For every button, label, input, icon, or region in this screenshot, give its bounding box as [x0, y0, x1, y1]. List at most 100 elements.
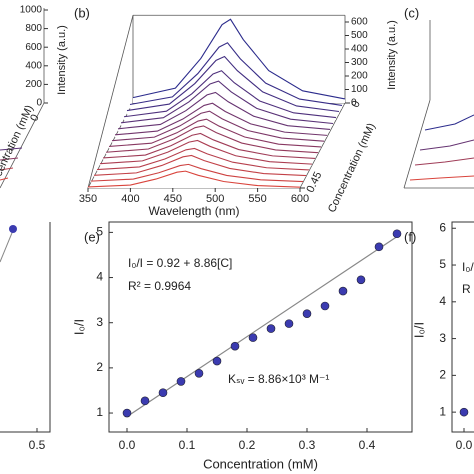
- data-point: [158, 388, 168, 398]
- data-point: [374, 242, 384, 252]
- x-tick-label: 0.4: [359, 438, 376, 452]
- axis-line: [299, 102, 346, 189]
- data-point: [459, 407, 469, 417]
- y-tick-label: 2: [96, 360, 103, 374]
- data-point: [392, 229, 402, 239]
- data-point: [266, 324, 276, 333]
- spectrum-line: [117, 91, 331, 130]
- axis-box: [451, 221, 474, 433]
- y-tick-label: 500: [351, 30, 368, 41]
- y-tick-label: 1: [439, 404, 446, 418]
- axis-line: [403, 99, 431, 189]
- panel-label: (e): [84, 229, 100, 244]
- curve-fragment: [0, 147, 23, 151]
- y-tick-label: 3: [439, 331, 446, 345]
- curve-fragment: [414, 157, 474, 166]
- annotation: Kₛᵥ = 8.86×10³ M⁻¹: [228, 372, 329, 386]
- y-tick-label: 0: [36, 98, 42, 109]
- x-tick-label: 0.2: [239, 438, 256, 452]
- y-tick-label: 3: [96, 315, 103, 329]
- y-tick-label: 200: [25, 79, 42, 90]
- data-point: [122, 408, 132, 418]
- z-axis-label: Concentration (mM): [326, 121, 378, 214]
- curve-fragment: [419, 139, 474, 151]
- fit-line: [126, 236, 398, 418]
- curve-occluder: [91, 164, 303, 183]
- data-point: [194, 368, 204, 378]
- spectrum-line: [93, 154, 307, 177]
- x-tick-label: 0.0: [119, 438, 136, 452]
- y-tick-label: 400: [25, 60, 42, 71]
- curve-fragment: [0, 177, 9, 181]
- y-tick-label: 300: [351, 57, 368, 68]
- data-point: [248, 333, 258, 342]
- x-tick-label: 0.0: [456, 438, 473, 452]
- annotation: I₀/I = 0.92 + 8.86[C]: [128, 256, 232, 270]
- panel-label: (c): [404, 5, 419, 20]
- fit-fragment: [0, 227, 15, 263]
- curve-fragment: [0, 157, 19, 161]
- spectrum-line: [102, 132, 316, 160]
- annotation: R² = 0.9964: [128, 279, 191, 293]
- annotation: R: [462, 282, 471, 296]
- plot-frame: [108, 221, 413, 433]
- spectrum-line: [120, 80, 334, 125]
- y-tick-label: 200: [351, 71, 368, 82]
- x-axis-label: Concentration (mM): [203, 456, 318, 471]
- spectrum-line: [129, 42, 343, 106]
- x-tick-label: 400: [121, 193, 139, 205]
- y-tick-label: 800: [25, 23, 42, 34]
- curve-occluder: [88, 171, 300, 188]
- axis-box: [0, 222, 51, 433]
- z-tick-label: 0: [349, 99, 362, 110]
- data-point: [140, 396, 150, 406]
- y-axis-label: Intensity (a.u.): [56, 25, 68, 95]
- annotation: I₀/: [462, 260, 474, 274]
- x-tick-label: 600: [291, 193, 309, 205]
- x-tick-label: 0.3: [299, 438, 316, 452]
- curve-occluder: [94, 155, 306, 177]
- curve-fragment: [409, 175, 474, 181]
- data-point: [176, 377, 186, 386]
- z-tick-label: 0: [28, 113, 41, 124]
- y-tick-label: 5: [439, 257, 446, 271]
- data-point: [284, 319, 294, 328]
- x-tick-label: 350: [79, 193, 97, 205]
- y-tick-label: 4: [439, 294, 446, 308]
- panel-label: (b): [74, 5, 90, 20]
- data-point: [230, 341, 240, 351]
- spectrum-line: [123, 70, 337, 119]
- spectrum-line: [108, 118, 322, 148]
- panel-d-frame: [0, 222, 51, 433]
- y-tick-label: 400: [351, 44, 368, 55]
- spectrum-line: [126, 55, 340, 113]
- spectrum-line: [96, 147, 310, 171]
- point-fragment: [9, 225, 17, 233]
- x-axis-label: Wavelength (nm): [149, 204, 240, 218]
- spectrum-line: [87, 170, 301, 188]
- y-tick-label: 1000: [20, 5, 43, 16]
- y-tick-label: 4: [96, 270, 103, 284]
- y-axis-label: Intensity (a.u.): [386, 20, 398, 90]
- axis-line: [0, 102, 45, 189]
- y-tick-label: 1: [96, 405, 103, 419]
- data-point: [320, 301, 330, 311]
- data-point: [302, 309, 312, 318]
- spectrum-line: [99, 139, 313, 165]
- x-tick-label: 550: [248, 193, 266, 205]
- x-tick-label: 500: [206, 193, 224, 205]
- axis-line: [87, 15, 134, 189]
- panel-a-frame: [0, 8, 45, 189]
- spectrum-line: [111, 110, 325, 142]
- data-point: [356, 275, 366, 285]
- x-tick-label: 0.5: [29, 438, 46, 452]
- curve-fragment: [424, 114, 474, 131]
- y-axis-label: I₀/I: [71, 319, 86, 335]
- curve-fragment: [0, 167, 14, 171]
- spectrum-line: [105, 125, 319, 154]
- spectrum-line: [90, 163, 304, 183]
- data-point: [212, 356, 222, 366]
- panel-c-frame: [403, 20, 474, 189]
